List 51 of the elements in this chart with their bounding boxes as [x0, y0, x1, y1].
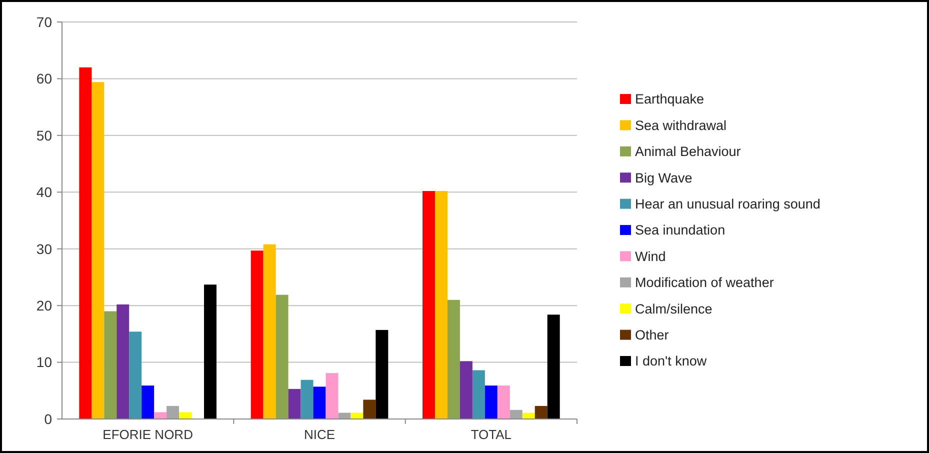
bar	[179, 412, 192, 419]
bar	[166, 406, 180, 419]
legend-label: Calm/silence	[635, 301, 712, 316]
y-tick-label: 30	[36, 240, 52, 257]
bar	[434, 191, 448, 419]
bar	[363, 400, 376, 419]
y-tick-label: 70	[36, 14, 52, 30]
bar	[116, 304, 130, 419]
bar	[104, 311, 117, 419]
bar	[92, 82, 104, 419]
bar	[376, 330, 388, 419]
legend-label: Big Wave	[635, 170, 692, 186]
x-tick-label: EFORIE NORD	[102, 427, 193, 442]
legend-label: Sea inundation	[635, 222, 726, 238]
legend-label: Animal Behaviour	[635, 144, 742, 160]
y-tick-label: 0	[44, 410, 52, 427]
bar	[204, 284, 216, 419]
legend-label: Sea withdrawal	[635, 118, 727, 133]
legend-label: Wind	[635, 248, 666, 264]
bar	[154, 412, 167, 419]
y-tick-label: 20	[36, 297, 52, 314]
y-tick-label: 40	[36, 184, 52, 200]
bar	[79, 67, 92, 419]
y-tick-label: 50	[36, 127, 52, 144]
x-tick-label: NICE	[304, 427, 336, 442]
bar	[300, 380, 314, 419]
bar	[484, 386, 498, 419]
bar	[326, 373, 338, 419]
bar	[142, 386, 154, 419]
legend-label: Other	[635, 328, 670, 343]
legend-label: Hear an unusual roaring sound	[635, 196, 820, 212]
bar	[288, 388, 301, 419]
bar	[510, 410, 522, 419]
y-tick-label: 60	[36, 70, 52, 87]
legend-label: Modification of weather	[635, 275, 774, 290]
legend-label: I don't know	[635, 354, 707, 369]
bar	[497, 386, 510, 419]
bar	[129, 332, 142, 419]
bar	[534, 406, 548, 419]
legend-label: Earthquake	[635, 92, 704, 107]
bar	[422, 191, 435, 419]
bar	[250, 250, 264, 419]
bar	[263, 244, 276, 419]
bar	[547, 314, 560, 419]
bar	[313, 386, 326, 419]
bar	[276, 294, 288, 419]
y-tick-label: 10	[36, 354, 52, 370]
bar	[460, 361, 472, 419]
bar	[472, 370, 485, 419]
bar	[447, 300, 460, 419]
x-tick-label: TOTAL	[470, 427, 512, 442]
